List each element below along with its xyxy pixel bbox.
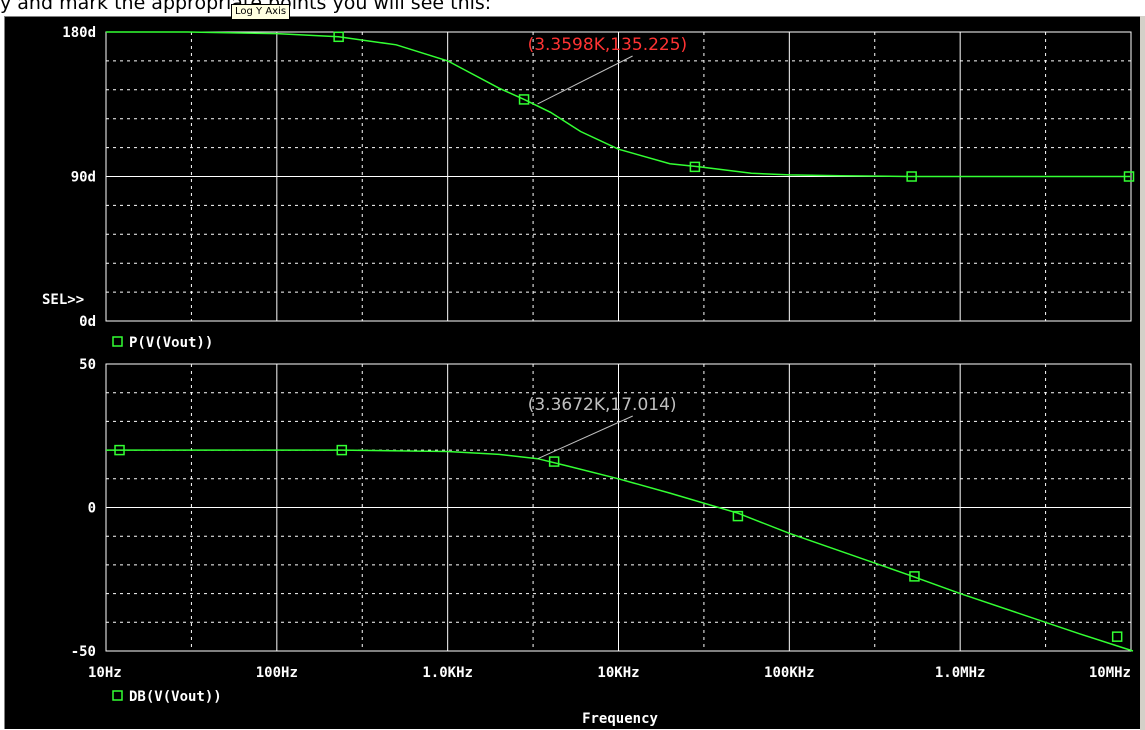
y-tick-label: -50 xyxy=(71,644,96,660)
legend-phase: P(V(Vout)) xyxy=(129,335,213,351)
data-marker xyxy=(906,171,917,182)
x-tick-label: 100Hz xyxy=(256,665,298,681)
x-axis-title: Frequency xyxy=(582,711,658,727)
window-right-edge xyxy=(1140,16,1145,730)
x-tick-label: 10Hz xyxy=(88,665,122,681)
x-tick-label: 10MHz xyxy=(1089,665,1131,681)
x-tick-label: 1.0KHz xyxy=(422,665,473,681)
magnitude-plot xyxy=(105,363,1134,652)
x-tick-label: 10KHz xyxy=(597,665,639,681)
series-line xyxy=(106,449,1134,652)
y-tick-label: 0d xyxy=(79,314,96,330)
log-y-axis-tooltip: Log Y Axis xyxy=(231,4,291,20)
data-marker xyxy=(732,510,744,522)
legend-marker-magnitude xyxy=(112,690,123,701)
y-tick-label: 50 xyxy=(79,357,96,373)
probe-plot-window[interactable] xyxy=(4,16,1140,729)
y-tick-label: 0 xyxy=(88,501,96,517)
phase-plot xyxy=(105,31,1135,322)
annotation-leader xyxy=(537,55,633,105)
data-marker xyxy=(689,161,701,173)
data-marker xyxy=(518,94,530,105)
annotation-label: (3.3598K,135.225) xyxy=(528,35,688,55)
x-tick-label: 1.0MHz xyxy=(935,665,986,681)
legend-magnitude: DB(V(Vout)) xyxy=(129,689,222,705)
annotation-leader xyxy=(537,415,633,460)
data-marker xyxy=(333,31,344,43)
series-line xyxy=(106,31,1131,178)
data-marker xyxy=(1123,171,1135,182)
x-tick-label: 100KHz xyxy=(764,665,815,681)
y-tick-label: 180d xyxy=(62,25,96,41)
data-marker xyxy=(548,456,560,467)
data-marker xyxy=(1111,631,1123,642)
annotation-label: (3.3672K,17.014) xyxy=(528,395,677,415)
y-tick-label: 90d xyxy=(71,170,96,186)
data-marker xyxy=(909,571,920,582)
data-marker xyxy=(114,444,125,456)
legend-marker-phase xyxy=(112,336,123,347)
data-marker xyxy=(336,444,348,456)
sel-marker-label: SEL>> xyxy=(42,292,84,308)
